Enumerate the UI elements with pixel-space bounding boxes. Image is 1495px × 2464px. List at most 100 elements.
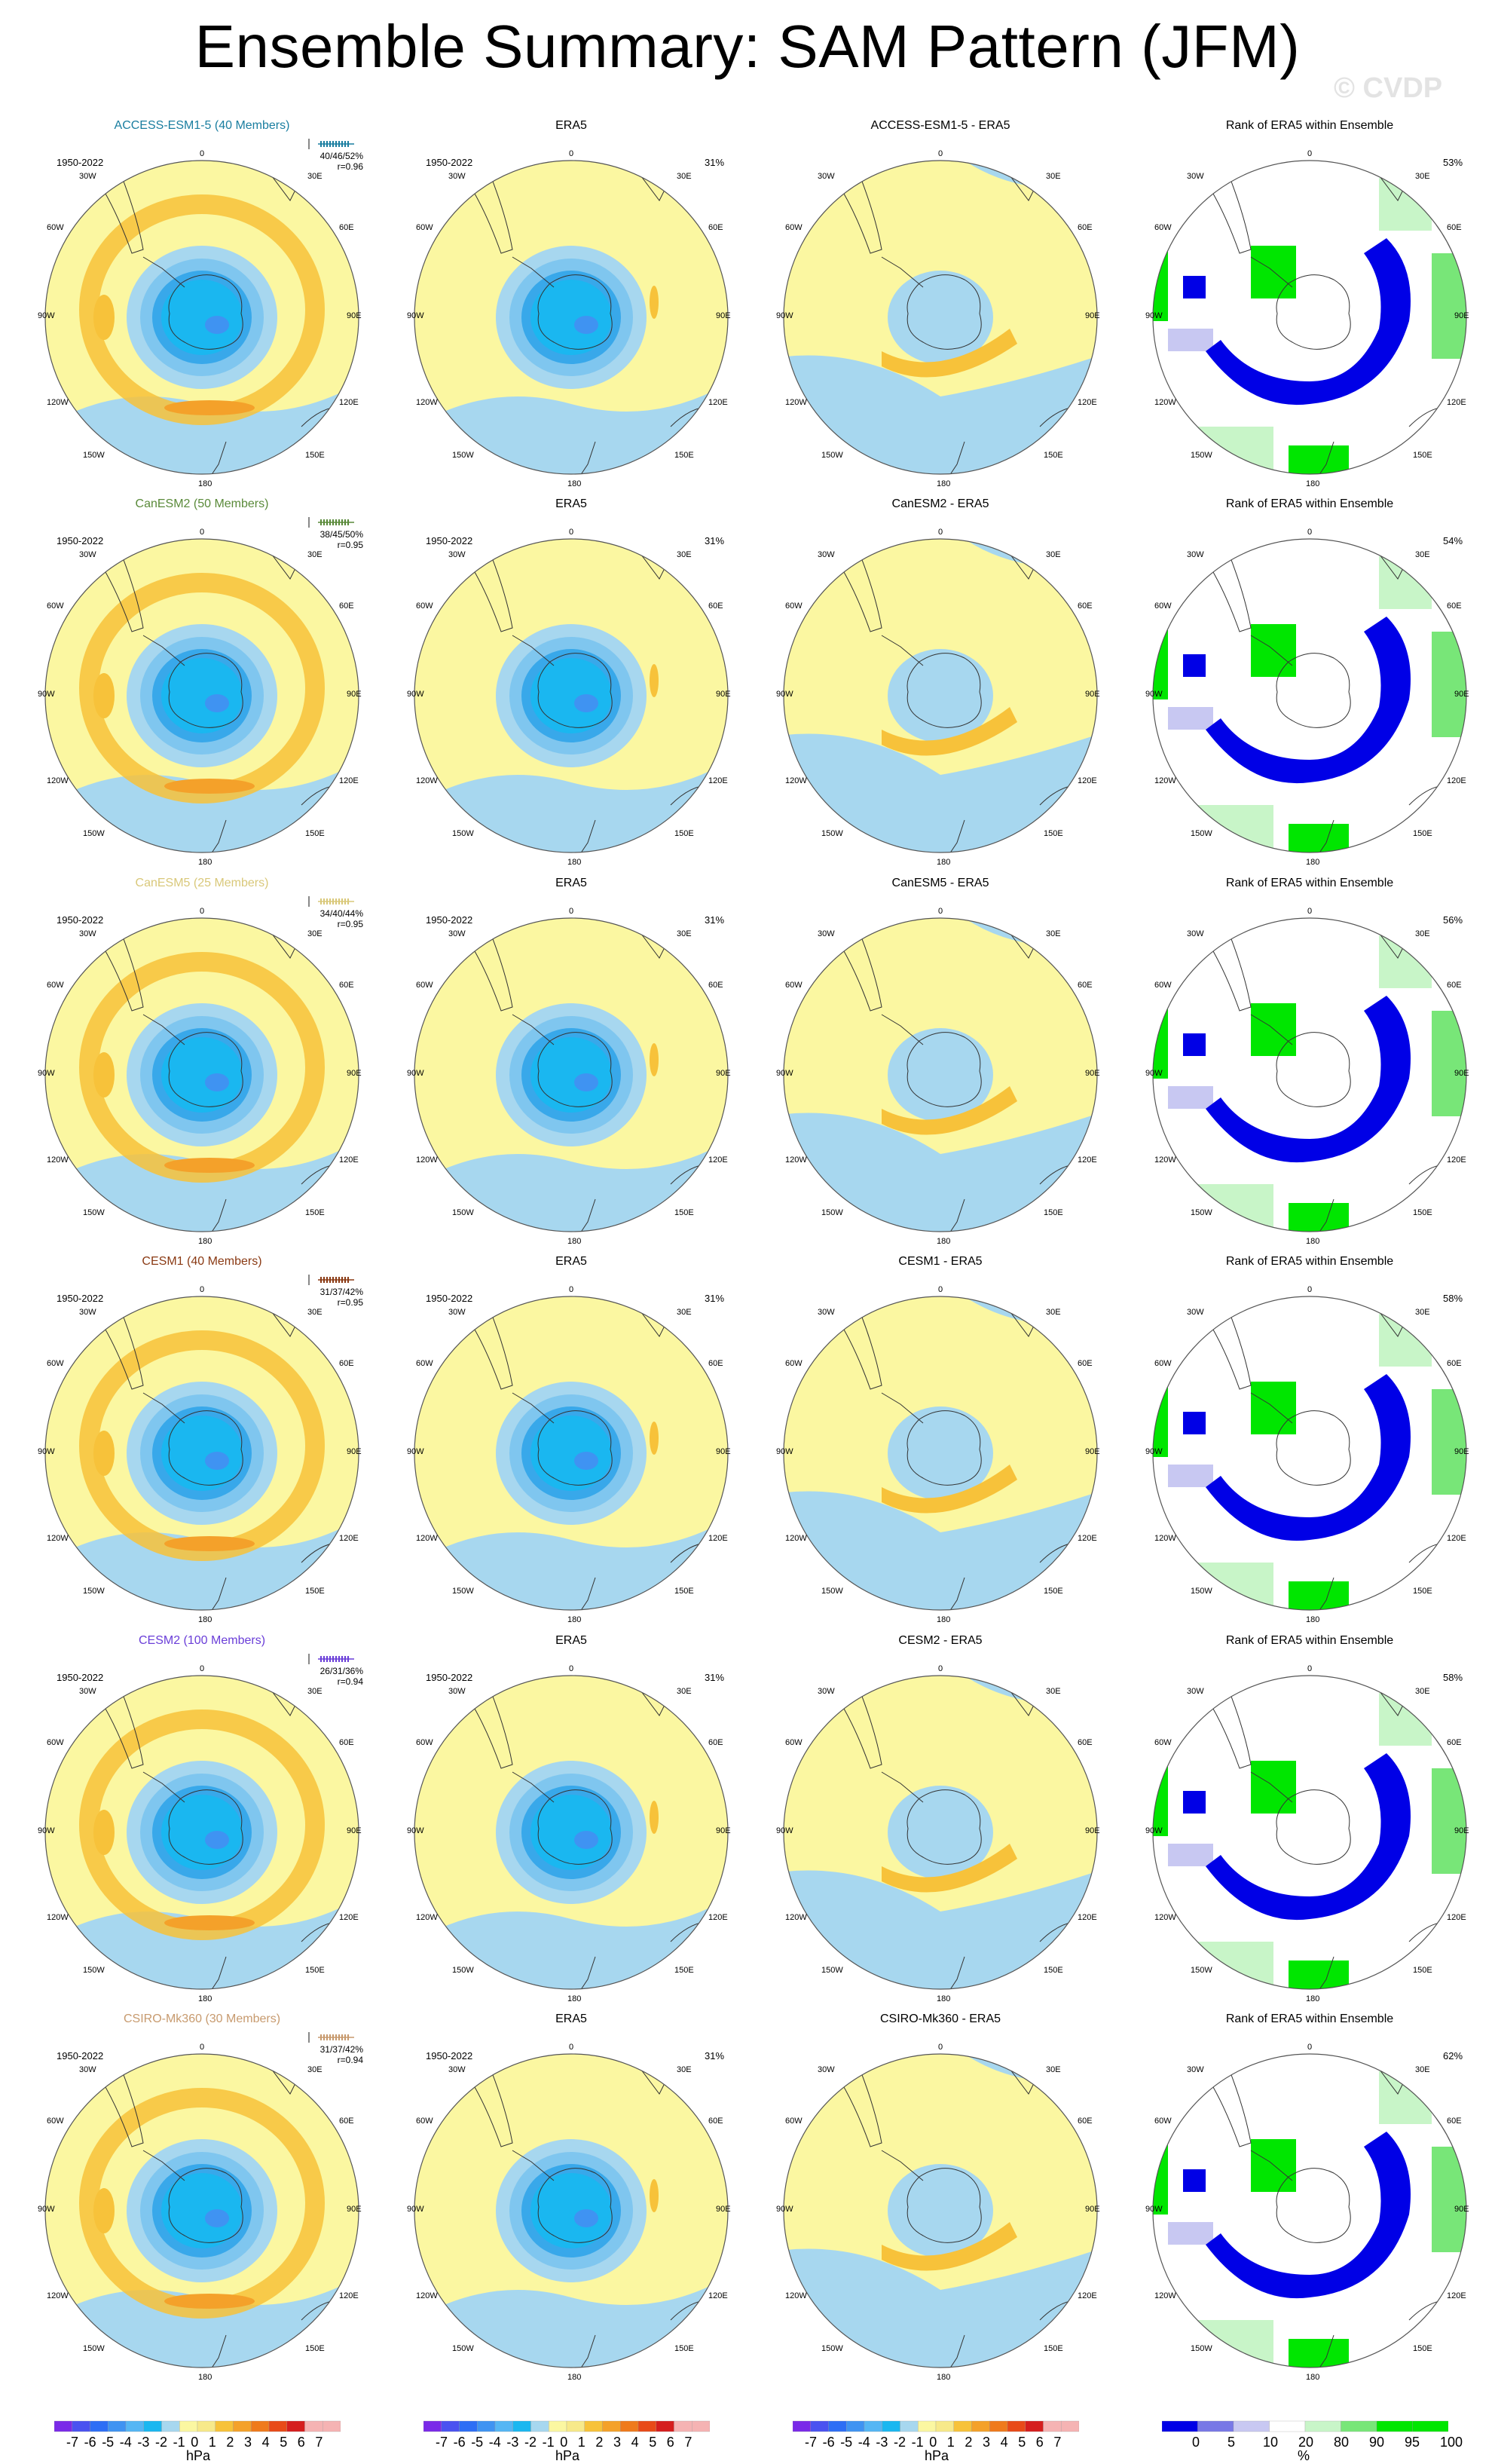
- longitude-label: 30W: [79, 1308, 96, 1317]
- map-panel: ERA5 1950-2022 31% 0 180 30W 60W 90W 120W 150W 30E…: [384, 1255, 758, 1636]
- longitude-label: 180: [567, 2373, 582, 2382]
- longitude-label: 30E: [1046, 2065, 1061, 2074]
- longitude-label: 90W: [776, 2205, 793, 2214]
- longitude-label: 60E: [1078, 1359, 1093, 1368]
- panel-title: ACCESS-ESM1-5 (40 Members): [114, 119, 290, 132]
- longitude-label: 90E: [1085, 1826, 1100, 1835]
- longitude-label: 180: [937, 1615, 951, 1624]
- longitude-label: 90W: [1145, 2205, 1163, 2214]
- colorbar-swatch: [566, 2420, 585, 2432]
- panel-title: ERA5: [555, 1634, 587, 1647]
- map-field: [414, 1676, 728, 1989]
- longitude-label: 120W: [785, 1534, 807, 1543]
- map-field: [1153, 161, 1466, 474]
- longitude-label: 150W: [83, 1587, 105, 1596]
- longitude-label: 150E: [674, 829, 694, 838]
- longitude-label: 0: [569, 149, 574, 158]
- pattern-correlation: r=0.94: [337, 2055, 363, 2065]
- map-panel: Rank of ERA5 within Ensemble 53% 0 180 30W 60…: [1123, 119, 1495, 500]
- colorbar-swatch: [179, 2420, 198, 2432]
- panel-title: ERA5: [555, 497, 587, 510]
- colorbar-swatch: [971, 2420, 990, 2432]
- longitude-label: 150W: [452, 2344, 474, 2353]
- map-panel: CESM1 - ERA5 0 180 30W 60W 90W 120W 150W 30E 60E 9…: [754, 1255, 1127, 1636]
- longitude-label: 60W: [47, 223, 64, 232]
- colorbar-swatch: [251, 2420, 270, 2432]
- longitude-label: 30E: [677, 2065, 692, 2074]
- longitude-label: 90W: [1145, 1826, 1163, 1835]
- colorbar-tick-label: -2: [155, 2435, 168, 2450]
- longitude-label: 60W: [1154, 1738, 1172, 1747]
- longitude-label: 120E: [339, 1534, 359, 1543]
- longitude-label: 90W: [407, 2205, 424, 2214]
- longitude-label: 30W: [818, 929, 835, 938]
- longitude-label: 90E: [347, 1447, 362, 1456]
- longitude-label: 120W: [47, 1155, 69, 1165]
- longitude-label: 30E: [1415, 2065, 1430, 2074]
- longitude-label: 60E: [1078, 223, 1093, 232]
- longitude-label: 90E: [1454, 1069, 1469, 1078]
- longitude-label: 30E: [677, 1687, 692, 1696]
- ensemble-range: 40/46/52%: [319, 151, 363, 161]
- colorbar-swatch: [1376, 2420, 1413, 2432]
- colorbar-2: -7 -6 -5 -4 -3 -2 -1 0 1 2 3 4 5 6 7 hPa: [423, 2420, 711, 2463]
- longitude-label: 150E: [305, 829, 325, 838]
- panel-title: CESM1 (40 Members): [142, 1255, 262, 1268]
- longitude-label: 180: [198, 858, 212, 867]
- longitude-label: 30W: [79, 2065, 96, 2074]
- panel-title: CanESM5 - ERA5: [891, 877, 989, 889]
- longitude-label: 30W: [79, 1687, 96, 1696]
- longitude-label: 60E: [1447, 2117, 1462, 2126]
- colorbar-tick-label: -1: [911, 2435, 924, 2450]
- longitude-label: 0: [938, 528, 943, 537]
- period-label: 1950-2022: [57, 157, 104, 168]
- map-field: [45, 1676, 359, 1989]
- colorbar-3-unit: hPa: [925, 2448, 949, 2463]
- longitude-label: 60W: [47, 1738, 64, 1747]
- longitude-label: 90E: [1454, 1447, 1469, 1456]
- longitude-label: 60E: [339, 601, 354, 611]
- longitude-label: 150W: [452, 829, 474, 838]
- longitude-label: 30E: [1046, 1308, 1061, 1317]
- longitude-label: 30E: [307, 2065, 323, 2074]
- longitude-label: 90W: [407, 1069, 424, 1078]
- longitude-label: 150E: [1413, 2344, 1432, 2353]
- longitude-label: 90E: [1454, 311, 1469, 320]
- ensemble-range: 31/37/42%: [319, 1287, 363, 1297]
- longitude-label: 90W: [38, 2205, 55, 2214]
- longitude-label: 90E: [347, 1826, 362, 1835]
- colorbar-swatch: [828, 2420, 847, 2432]
- colorbar-tick-label: 2: [226, 2435, 234, 2450]
- colorbar-swatch: [1025, 2420, 1044, 2432]
- map-field: [1153, 1296, 1466, 1610]
- map-panel: Rank of ERA5 within Ensemble 56% 0 180 30W 60…: [1123, 877, 1495, 1257]
- colorbar-swatch: [161, 2420, 180, 2432]
- longitude-label: 60E: [708, 1359, 723, 1368]
- longitude-label: 0: [1307, 1664, 1313, 1673]
- longitude-label: 0: [200, 149, 205, 158]
- longitude-label: 60E: [1078, 601, 1093, 611]
- colorbar-tick-label: 3: [244, 2435, 252, 2450]
- watermark: © CVDP: [1334, 72, 1443, 104]
- longitude-label: 180: [937, 858, 951, 867]
- longitude-label: 30E: [1046, 1687, 1061, 1696]
- longitude-label: 120W: [1154, 1534, 1176, 1543]
- longitude-label: 150W: [83, 2344, 105, 2353]
- colorbar-tick-label: -5: [840, 2435, 853, 2450]
- longitude-label: 150W: [1191, 1587, 1212, 1596]
- period-label: 1950-2022: [57, 535, 104, 546]
- polar-map: [1152, 917, 1467, 1232]
- longitude-label: 150E: [674, 1966, 694, 1975]
- longitude-label: 30E: [677, 550, 692, 559]
- colorbar-tick-label: 3: [613, 2435, 622, 2450]
- longitude-label: 60W: [416, 981, 433, 990]
- colorbar-swatch: [494, 2420, 513, 2432]
- longitude-label: 90E: [716, 2205, 731, 2214]
- colorbar-tick-label: -2: [524, 2435, 537, 2450]
- longitude-label: 60E: [1078, 1738, 1093, 1747]
- polar-map: [1152, 160, 1467, 475]
- map-panel: ERA5 1950-2022 31% 0 180 30W 60W 90W 120W 150W 30E…: [384, 497, 758, 878]
- longitude-label: 150W: [821, 1966, 843, 1975]
- longitude-label: 150E: [305, 2344, 325, 2353]
- map-field: [784, 161, 1097, 474]
